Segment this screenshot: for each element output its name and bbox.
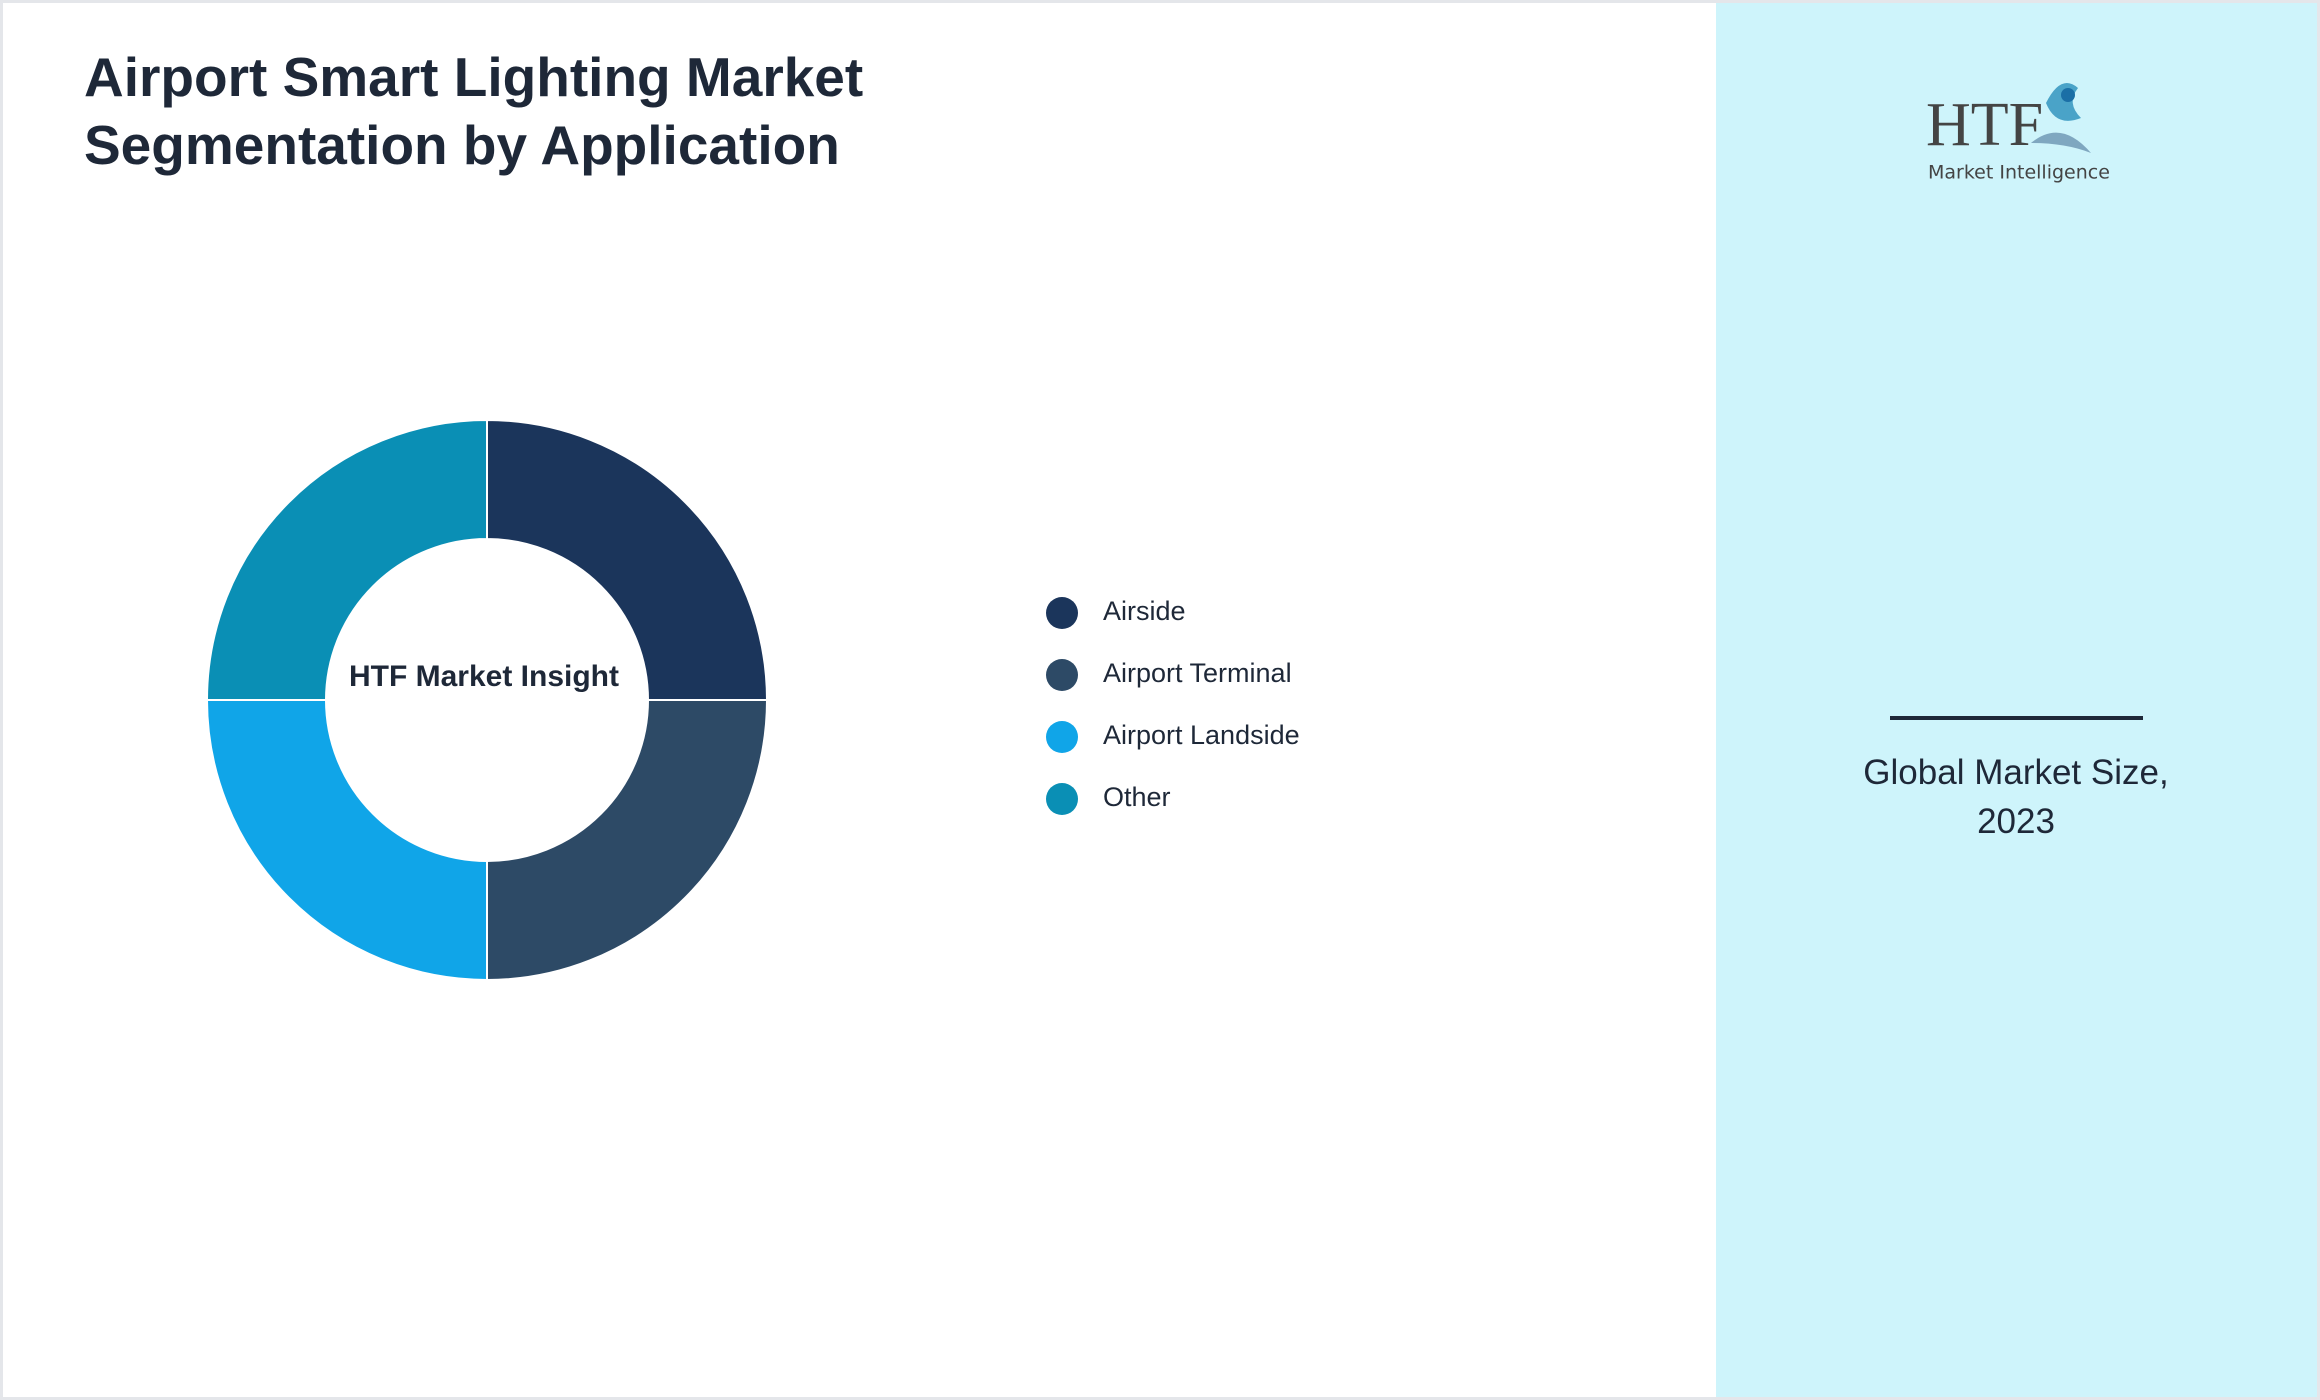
legend-marker — [1046, 597, 1078, 629]
logo-shape — [2046, 83, 2081, 121]
legend-label: Airport Terminal — [1103, 658, 1292, 688]
divider — [1890, 716, 2143, 720]
donut-segment — [205, 418, 488, 701]
center-label: HTF Market Insight — [348, 660, 619, 693]
chart-title: Airport Smart Lighting Market Segmentati… — [84, 46, 864, 176]
legend-label: Airport Landside — [1103, 720, 1300, 750]
legend-marker — [1046, 783, 1078, 815]
logo-tagline: Market Intelligence — [1928, 162, 2110, 184]
donut-segment — [205, 699, 488, 982]
legend-marker — [1046, 721, 1078, 753]
caption: Global Market Size, 2023 — [1863, 753, 2169, 841]
logo-name: HTF — [1926, 91, 2043, 159]
side-panel: HTF Market Intelligence Global Market Si… — [1716, 3, 2317, 1397]
donut-segment — [486, 418, 769, 701]
legend-label: Other — [1103, 782, 1171, 812]
legend-label: Airside — [1103, 596, 1186, 626]
legend-marker — [1046, 659, 1078, 691]
logo-shape — [2031, 132, 2091, 153]
logo: HTF Market Intelligence — [1926, 83, 2110, 184]
donut-segment — [486, 699, 769, 982]
chart: Airside Airport Terminal Airport Landside O… — [205, 418, 1300, 982]
logo-shape — [2061, 88, 2075, 102]
